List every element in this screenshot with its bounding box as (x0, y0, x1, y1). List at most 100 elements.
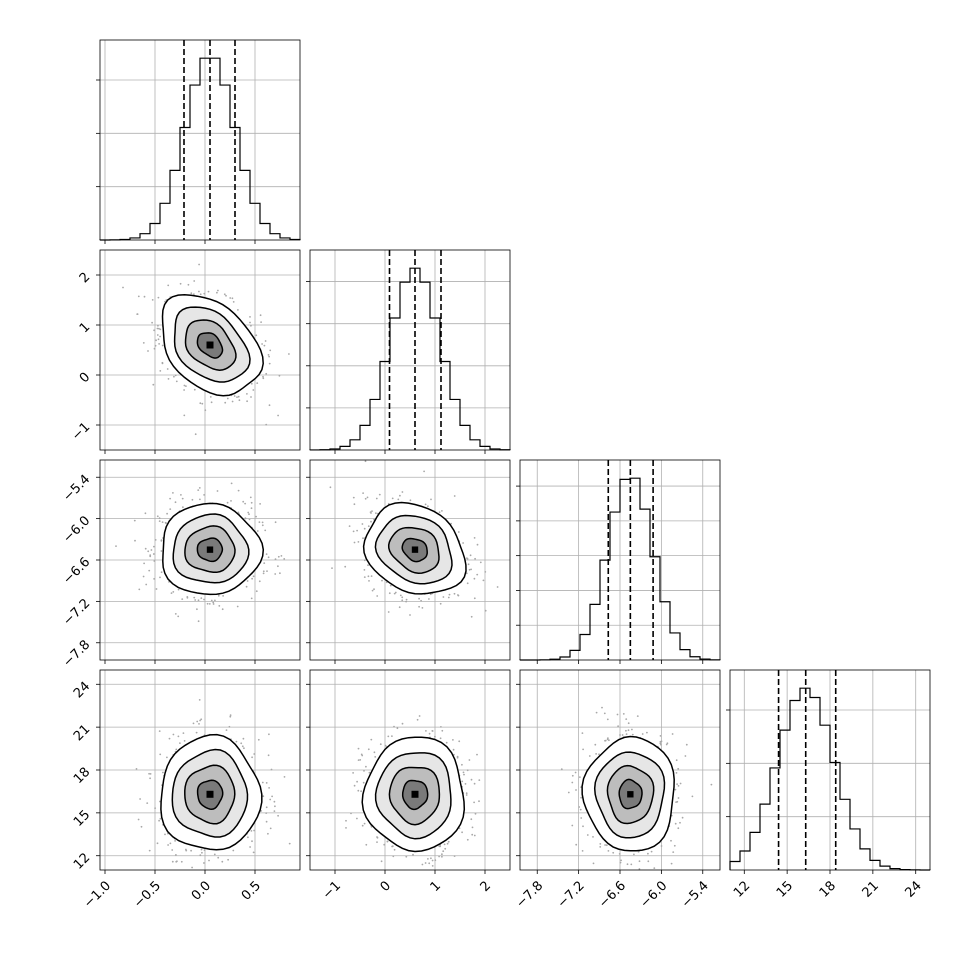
sample-point (250, 396, 252, 398)
sample-point (345, 819, 347, 822)
sample-point (352, 530, 355, 533)
sample-point (237, 309, 239, 311)
sample-point (367, 748, 370, 751)
panel-frame (99, 249, 301, 451)
sample-point (249, 316, 251, 318)
sample-point (647, 860, 650, 863)
sample-point (581, 850, 584, 852)
sample-point (197, 620, 200, 623)
sample-point (474, 557, 476, 560)
sample-point (250, 324, 252, 327)
sample-point (399, 594, 402, 597)
sample-point (208, 603, 211, 605)
sample-point (203, 862, 205, 864)
sample-point (277, 555, 280, 558)
contour-0 (361, 736, 466, 853)
sample-point (393, 725, 395, 728)
density-peak (206, 341, 214, 349)
sample-point (366, 496, 369, 499)
sample-point (273, 810, 276, 812)
sample-point (429, 593, 432, 596)
sample-point (268, 733, 270, 736)
sample-point (365, 765, 367, 768)
sample-point (144, 512, 147, 515)
sample-point (267, 354, 270, 356)
sample-point (160, 550, 163, 552)
sample-point (353, 784, 356, 787)
sample-point (251, 577, 254, 580)
sample-point (258, 580, 261, 583)
sample-point (392, 855, 395, 858)
sample-point (229, 715, 232, 718)
sample-point (278, 374, 281, 377)
sample-point (659, 735, 662, 737)
sample-point (616, 713, 619, 716)
sample-point (191, 498, 194, 501)
sample-point (156, 842, 159, 845)
sample-point (161, 344, 164, 347)
sample-point (171, 849, 174, 851)
sample-point (473, 597, 476, 600)
sample-point (484, 571, 487, 573)
sample-point (482, 579, 485, 582)
sample-point (248, 518, 251, 521)
sample-point (469, 554, 472, 557)
panel-1-0: −1 0 1 2 (69, 249, 301, 454)
sample-point (405, 598, 408, 601)
density-peak (627, 791, 634, 798)
sample-point (280, 555, 283, 557)
sample-point (206, 602, 209, 605)
sample-point (653, 867, 656, 869)
sample-point (151, 321, 154, 324)
sample-point (457, 531, 460, 533)
panel-3-3: 12 15 18 21 24 (726, 669, 931, 901)
sample-point (599, 843, 602, 845)
sample-point (232, 849, 235, 852)
sample-point (462, 771, 465, 774)
sample-point (222, 595, 225, 597)
sample-point (368, 580, 370, 582)
sample-point (168, 737, 171, 740)
sample-point (197, 489, 200, 491)
sample-point (252, 851, 255, 854)
sample-point (192, 722, 195, 725)
sample-point (647, 852, 649, 855)
sample-point (418, 597, 420, 600)
contour-3 (196, 779, 224, 811)
sample-point (250, 501, 253, 504)
sample-point (476, 573, 479, 576)
sample-point (463, 773, 465, 776)
sample-point (185, 848, 187, 851)
sample-point (175, 380, 178, 383)
sample-point (367, 575, 370, 578)
sample-point (418, 715, 421, 717)
contour-3 (401, 779, 429, 811)
sample-point (452, 739, 454, 741)
sample-point (387, 735, 390, 738)
sample-point (710, 783, 713, 786)
sample-point (376, 595, 379, 597)
sample-point (166, 756, 168, 759)
sample-point (259, 503, 261, 505)
sample-point (177, 735, 180, 738)
contour-2 (184, 764, 236, 825)
sample-point (381, 579, 383, 582)
sample-point (177, 588, 180, 591)
sample-point (156, 515, 159, 518)
sample-point (249, 496, 252, 499)
sample-point (224, 401, 227, 404)
sample-point (447, 840, 450, 843)
sample-point (229, 297, 232, 299)
density-peak (411, 546, 419, 553)
sample-point (650, 850, 653, 853)
sample-point (210, 401, 213, 404)
hist-grid (310, 250, 510, 450)
sample-point (157, 324, 159, 327)
sample-point (356, 529, 358, 532)
sample-point (200, 597, 203, 599)
sample-point (394, 591, 397, 594)
x-tick-label: −6.0 (637, 878, 670, 911)
sample-point (371, 510, 373, 512)
sample-point (143, 295, 146, 298)
